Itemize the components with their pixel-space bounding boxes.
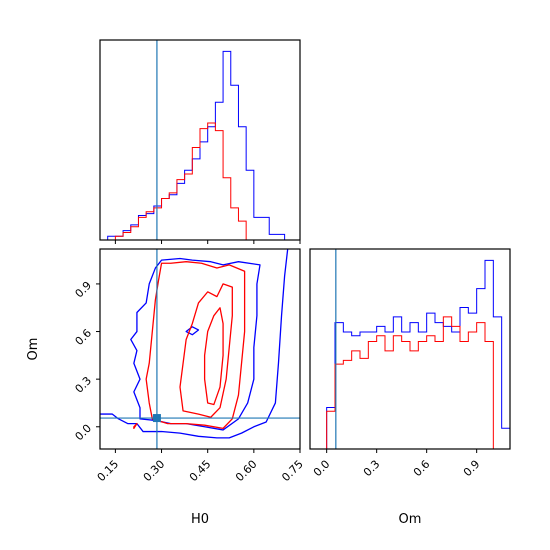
hist-H0-series-0 (100, 50, 300, 240)
hist-Om-series-1 (310, 316, 510, 449)
contour-H0-Om-contour-5 (203, 307, 224, 406)
contour-H0-Om-contour-1 (130, 257, 261, 431)
xlabel-H0: H0 (191, 512, 209, 527)
contour-H0-Om-ytick-label-3: 0.9 (73, 279, 95, 301)
hist-H0-panel (99, 39, 301, 244)
contour-H0-Om-xtick-label-2: 0.45 (187, 458, 214, 485)
hist-H0-frame (99, 39, 301, 241)
contour-H0-Om-xtick-label-3: 0.60 (233, 458, 260, 485)
contour-H0-Om-xtick-label-1: 0.30 (141, 458, 168, 485)
hist-Om-series-0 (310, 259, 510, 449)
contour-H0-Om-xtick-label-0: 0.15 (95, 458, 122, 485)
contour-H0-Om-contour-0 (100, 249, 289, 439)
contour-H0-Om-ytick-label-2: 0.6 (73, 326, 95, 348)
contour-H0-Om-frame (99, 248, 301, 450)
contour-H0-Om-ytick-label-1: 0.3 (73, 374, 95, 396)
contour-H0-Om-xtick-label-4: 0.75 (279, 458, 306, 485)
contour-H0-Om-truth-marker (152, 414, 161, 423)
hist-Om-xtick-label-3: 0.9 (461, 458, 483, 480)
contour-H0-Om-ytick-label-0: 0.0 (73, 422, 95, 444)
hist-Om-xtick-label-2: 0.6 (411, 458, 433, 480)
hist-Om-frame (309, 248, 511, 450)
contour-H0-Om-contour-3 (145, 261, 246, 430)
contour-H0-Om-contour-6 (133, 422, 138, 430)
contour-H0-Om-panel: 0.15 0.30 0.45 0.60 0.75 0.0 0.3 0.6 0.9 (73, 248, 306, 485)
hist-Om-panel: 0.0 0.3 0.6 0.9 (309, 248, 511, 480)
ylabel-Om: Om (26, 338, 41, 361)
xlabel-Om: Om (399, 512, 422, 527)
hist-Om-xtick-label-0: 0.0 (311, 458, 333, 480)
hist-Om-xtick-label-1: 0.3 (361, 458, 383, 480)
contour-H0-Om-contour-4 (179, 283, 233, 418)
hist-H0-series-1 (100, 122, 300, 240)
